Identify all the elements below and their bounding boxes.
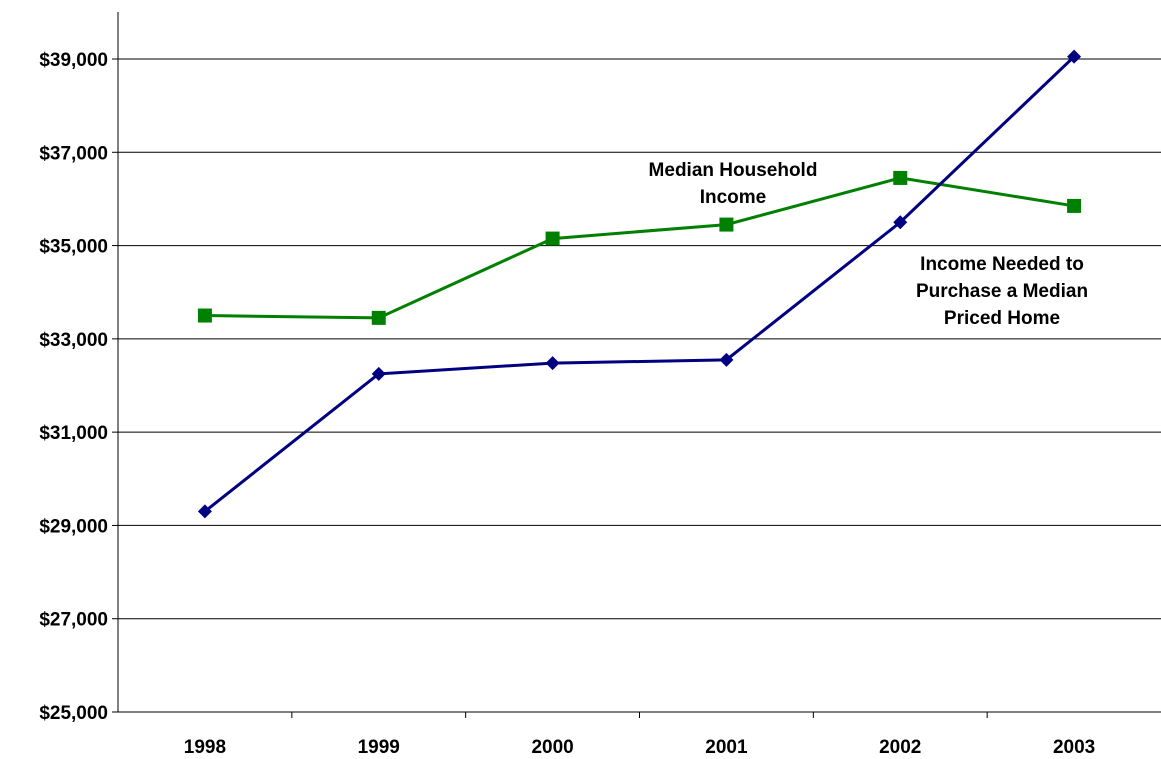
y-tick-label: $31,000	[39, 423, 108, 444]
x-tick-label: 2003	[1053, 737, 1095, 758]
annotation-line: Income	[700, 187, 767, 208]
x-tick-label: 2000	[531, 737, 573, 758]
y-tick-label: $39,000	[39, 50, 108, 71]
annotations: Median Household Income Income Needed to Pu…	[649, 160, 1089, 329]
data-point	[1067, 49, 1082, 64]
data-point	[197, 504, 212, 519]
annotation-line: Income Needed to	[920, 254, 1084, 275]
y-tick-label: $27,000	[39, 610, 108, 631]
annotation-line: Median Household	[649, 160, 818, 181]
y-tick-label: $35,000	[39, 237, 108, 258]
gridlines	[118, 58, 1161, 620]
data-point	[893, 215, 908, 230]
x-tick-label: 2001	[705, 737, 748, 758]
data-point	[1067, 198, 1082, 213]
series-annotation: Median Household Income	[649, 160, 818, 208]
y-tick-label: $29,000	[39, 516, 108, 537]
x-tick-label: 1999	[358, 737, 400, 758]
data-point	[545, 231, 560, 246]
series-line	[204, 176, 1075, 320]
data-point	[197, 308, 212, 323]
series	[197, 49, 1082, 519]
data-point	[719, 217, 734, 232]
x-tick-label: 2002	[879, 737, 921, 758]
axes	[112, 12, 1161, 718]
data-point	[371, 310, 386, 325]
data-point	[545, 356, 560, 371]
series-annotation: Income Needed to Purchase a Median Priced …	[916, 254, 1088, 329]
annotation-line: Purchase a Median	[916, 281, 1088, 302]
x-tick-labels: 1998 1999 2000 2001 2002 2003	[184, 737, 1095, 758]
annotation-line: Priced Home	[944, 308, 1060, 329]
series-2	[197, 49, 1082, 519]
x-tick-label: 1998	[184, 737, 226, 758]
data-point	[893, 170, 908, 185]
y-tick-label: $37,000	[39, 143, 108, 164]
y-tick-labels: $25,000 $27,000 $29,000 $31,000 $33,000 $35,0…	[39, 50, 108, 724]
series-1	[197, 170, 1082, 325]
y-tick-label: $25,000	[39, 703, 108, 724]
y-tick-label: $33,000	[39, 330, 108, 351]
data-point	[719, 352, 734, 367]
data-point	[371, 366, 386, 381]
series-line	[203, 55, 1076, 513]
